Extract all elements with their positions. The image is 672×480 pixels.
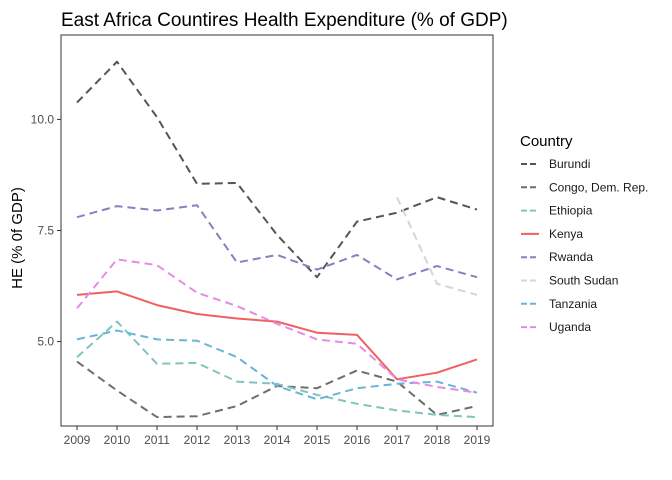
x-tick-label: 2019 [464, 433, 491, 447]
series-line-4 [76, 204, 478, 281]
series-line-7 [76, 258, 478, 394]
legend-item: Ethiopia [521, 204, 593, 218]
series-line-3 [76, 290, 478, 381]
x-tick-label: 2016 [344, 433, 371, 447]
series-layer [76, 60, 478, 419]
plot-panel [60, 34, 494, 427]
legend: Burundi Congo, Dem. Rep. Ethiopia Kenya Rwan… [521, 157, 648, 334]
legend-item: Rwanda [521, 250, 593, 264]
x-tick-label: 2018 [424, 433, 451, 447]
chart-title: East Africa Countires Health Expenditure… [61, 10, 508, 31]
legend-item: Kenya [521, 227, 583, 241]
y-axis-label: HE (% 0f GDP) [9, 187, 26, 289]
legend-label: Congo, Dem. Rep. [549, 180, 648, 194]
y-tick-label: 10.0 [31, 112, 55, 126]
series-line-5 [396, 196, 478, 296]
legend-label: Rwanda [549, 250, 593, 264]
x-tick-label: 2014 [264, 433, 291, 447]
legend-label: South Sudan [549, 274, 618, 288]
legend-item: Congo, Dem. Rep. [521, 180, 648, 194]
x-tick-label: 2013 [224, 433, 251, 447]
legend-label: Kenya [549, 227, 583, 241]
series-line-2 [76, 320, 478, 419]
x-tick-label: 2011 [144, 433, 170, 447]
legend-label: Ethiopia [549, 204, 593, 218]
legend-item: Tanzania [521, 297, 597, 311]
y-tick-label: 7.5 [37, 224, 54, 238]
legend-item: South Sudan [521, 274, 618, 288]
x-tick-label: 2017 [384, 433, 411, 447]
x-tick-label: 2009 [64, 433, 91, 447]
legend-label: Burundi [549, 157, 590, 171]
x-tick-label: 2015 [304, 433, 331, 447]
legend-item: Burundi [521, 157, 590, 171]
series-line-6 [76, 329, 478, 401]
y-axis: 5.0 7.5 10.0 [31, 112, 61, 349]
x-axis: 2009 2010 2011 2012 2013 2014 2015 2016 2017 2018… [64, 426, 491, 447]
x-tick-label: 2012 [184, 433, 211, 447]
legend-label: Tanzania [549, 297, 597, 311]
legend-item: Uganda [521, 320, 591, 334]
y-tick-label: 5.0 [37, 335, 54, 349]
x-tick-label: 2010 [104, 433, 131, 447]
legend-label: Uganda [549, 320, 591, 334]
legend-title: Country [520, 133, 573, 150]
